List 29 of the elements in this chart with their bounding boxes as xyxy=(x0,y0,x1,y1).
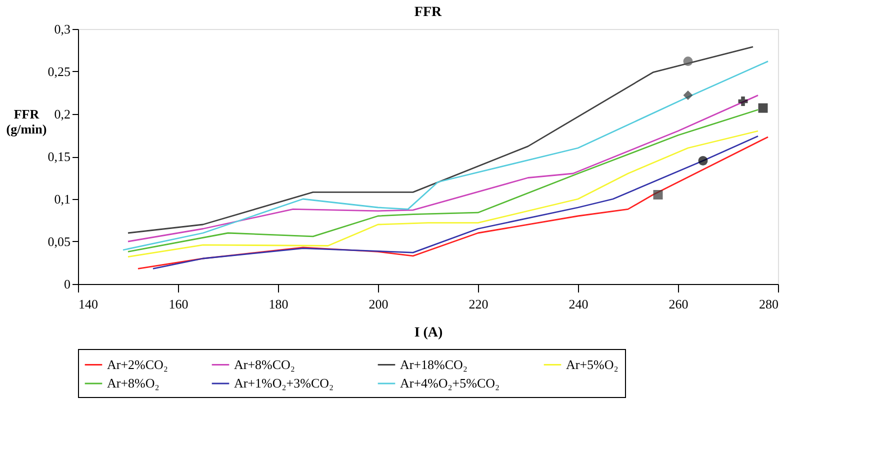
line-series xyxy=(127,94,759,242)
chart-title: FFR xyxy=(414,5,442,20)
y-tick-label: 0,2 xyxy=(54,106,70,122)
legend-label: Ar+5%O₂ xyxy=(566,356,618,372)
y-tick-label: 0,25 xyxy=(48,64,70,79)
y-tick-label: 0,1 xyxy=(54,192,70,206)
x-tick-label: 280 xyxy=(759,296,778,312)
legend-label: Ar+1%O₂+3%CO₂ xyxy=(234,376,334,390)
legend-label: Ar+8%O₂ xyxy=(107,376,160,390)
legend-label: Ar+8%CO₂ xyxy=(234,356,295,372)
y-tick-label: 0,05 xyxy=(48,234,70,249)
x-tick-label: 200 xyxy=(368,296,388,312)
line-series xyxy=(122,60,769,251)
y-tick-label: 0 xyxy=(64,276,70,292)
line-series xyxy=(127,46,754,234)
x-tick-label: 260 xyxy=(668,296,688,312)
y-tick-label: 0,15 xyxy=(48,149,70,164)
y-axis-title: FFR (g/min) xyxy=(6,106,47,136)
x-axis-title: I (A) xyxy=(414,326,444,340)
legend-label: Ar+4%O₂+5%CO₂ xyxy=(400,376,500,390)
legend-label: Ar+18%CO₂ xyxy=(400,356,468,372)
x-tick-label: 220 xyxy=(468,296,488,312)
line-series xyxy=(127,130,759,258)
y-tick-label: 0,3 xyxy=(54,22,70,36)
legend-label: Ar+2%CO₂ xyxy=(107,356,168,372)
x-tick-label: 240 xyxy=(568,296,588,312)
x-tick-label: 140 xyxy=(78,296,98,312)
x-tick-label: 180 xyxy=(268,296,288,312)
x-tick-label: 160 xyxy=(168,296,188,312)
